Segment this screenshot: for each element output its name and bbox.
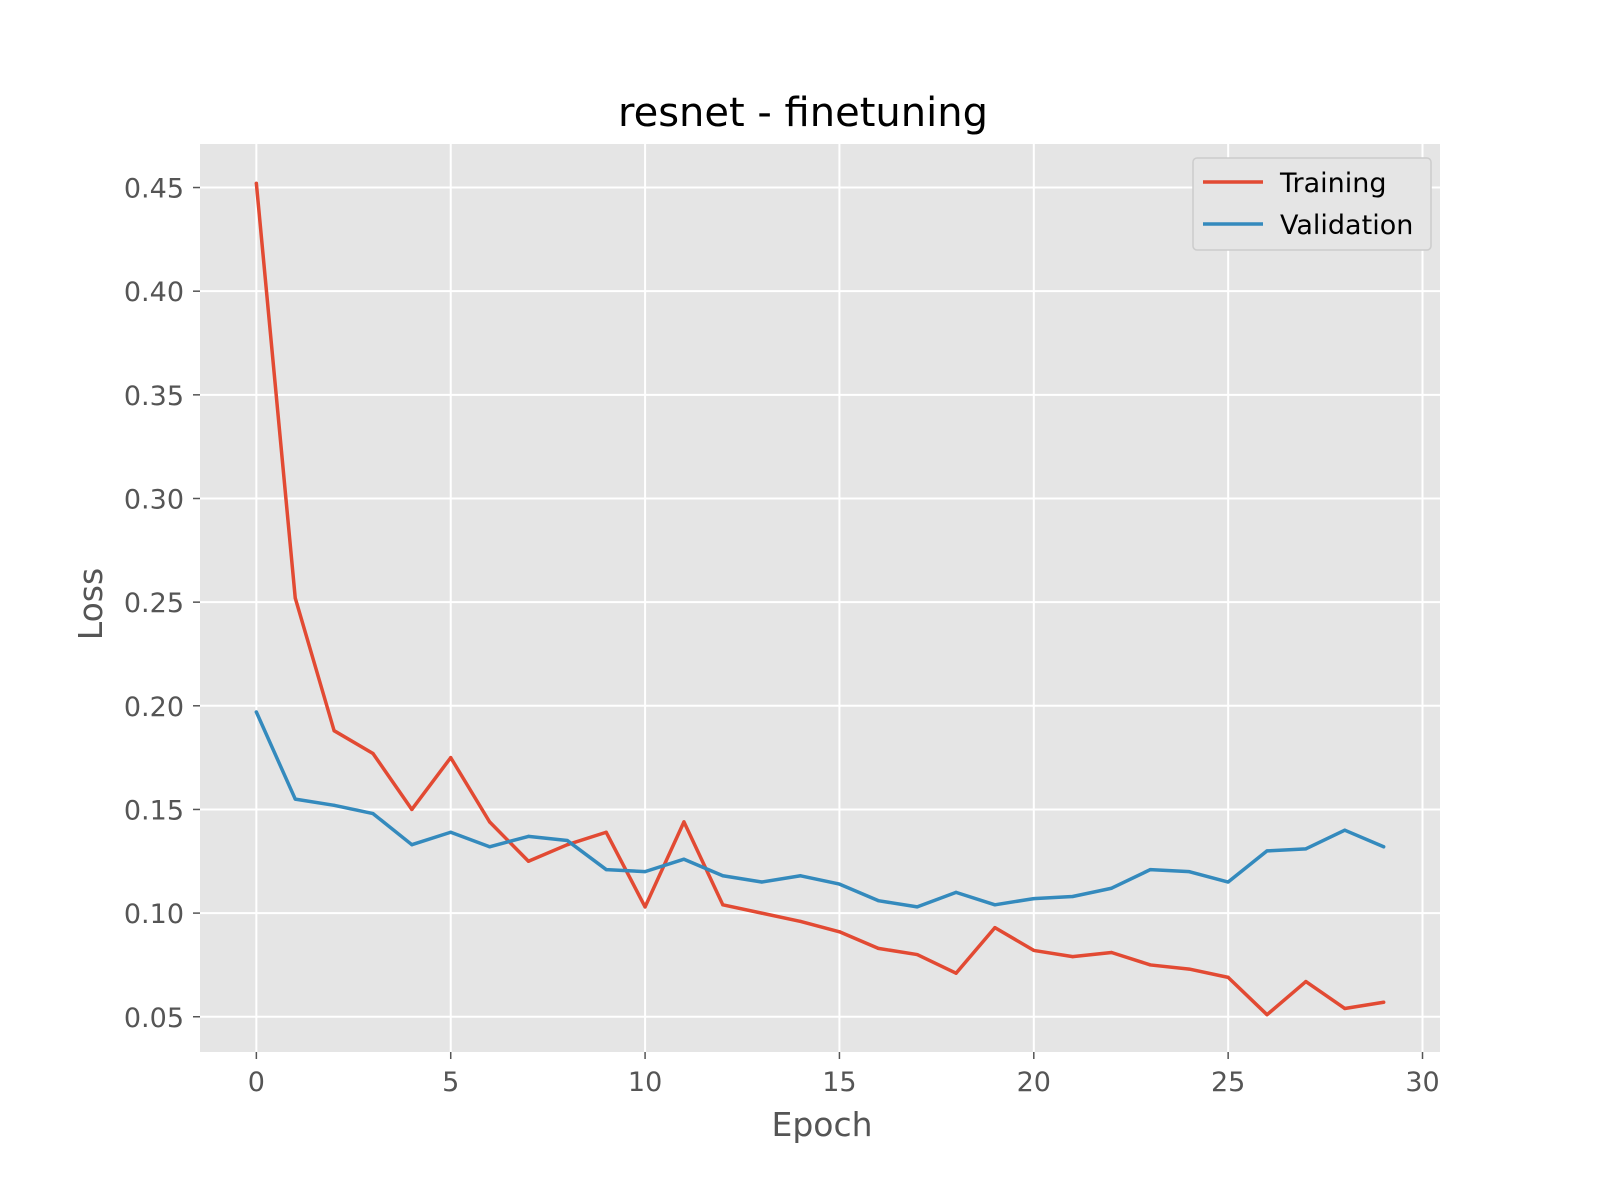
x-tick-label: 5 xyxy=(442,1067,459,1098)
x-tick-label: 10 xyxy=(628,1067,662,1098)
data-point-validation xyxy=(449,830,453,834)
grid-lines xyxy=(200,144,1440,1052)
data-point-training xyxy=(1343,1006,1347,1011)
data-point-validation xyxy=(410,843,414,847)
data-point-training xyxy=(487,820,492,824)
data-point-training xyxy=(1148,963,1153,967)
data-point-validation xyxy=(760,880,764,884)
data-point-training xyxy=(993,926,997,930)
data-point-training xyxy=(371,751,375,756)
data-point-validation xyxy=(682,857,686,861)
data-point-training xyxy=(837,930,842,934)
data-point-training xyxy=(954,971,958,975)
data-point-validation xyxy=(1343,828,1347,832)
data-point-validation xyxy=(604,867,608,872)
data-point-training xyxy=(1109,950,1114,955)
data-point-validation xyxy=(293,797,297,801)
data-point-training xyxy=(526,859,531,863)
data-point-validation xyxy=(1032,896,1036,901)
data-point-validation xyxy=(1148,867,1153,872)
data-point-training xyxy=(876,946,880,950)
series-points xyxy=(254,181,1386,1017)
data-point-training xyxy=(293,596,297,600)
y-tick-label: 0.45 xyxy=(124,174,184,205)
data-point-validation xyxy=(1187,870,1191,874)
y-tick-label: 0.30 xyxy=(124,484,184,515)
data-point-validation xyxy=(254,710,258,714)
x-tick-label: 30 xyxy=(1405,1067,1439,1098)
chart-title: resnet - finetuning xyxy=(618,90,988,136)
y-tick-label: 0.20 xyxy=(124,692,184,723)
data-point-validation xyxy=(565,838,569,843)
legend-label-validation: Validation xyxy=(1280,210,1413,241)
data-point-validation xyxy=(332,803,336,807)
data-point-training xyxy=(1187,967,1191,971)
y-tick-label: 0.40 xyxy=(124,277,184,308)
data-point-training xyxy=(915,952,919,957)
data-point-training xyxy=(760,911,764,915)
legend: Training Validation xyxy=(1192,157,1432,251)
data-point-validation xyxy=(915,905,919,909)
legend-label-training: Training xyxy=(1279,168,1387,199)
data-point-validation xyxy=(1304,847,1308,851)
data-point-training xyxy=(1226,975,1230,979)
x-tick-label: 15 xyxy=(822,1067,856,1098)
y-tick-label: 0.05 xyxy=(124,1003,184,1034)
data-point-validation xyxy=(1265,849,1269,853)
y-tick-label: 0.35 xyxy=(124,381,184,412)
data-point-validation xyxy=(1226,880,1230,884)
data-point-training xyxy=(254,181,258,185)
x-axis-label: Epoch xyxy=(771,1105,872,1144)
x-tick-label: 0 xyxy=(248,1067,265,1098)
data-point-training xyxy=(1071,955,1075,959)
data-point-validation xyxy=(993,903,997,907)
y-tick-label: 0.25 xyxy=(124,588,184,619)
data-point-validation xyxy=(1109,886,1114,890)
data-point-validation xyxy=(954,890,958,894)
data-point-validation xyxy=(837,882,842,886)
data-point-training xyxy=(1265,1013,1269,1017)
x-tick-label: 20 xyxy=(1017,1067,1051,1098)
data-point-training xyxy=(682,820,686,824)
data-point-training xyxy=(410,807,414,812)
series-line-training xyxy=(254,181,1386,1017)
series-line-validation xyxy=(254,710,1386,909)
data-point-validation xyxy=(798,874,803,878)
data-point-validation xyxy=(526,834,531,839)
y-axis-label: Loss xyxy=(71,568,110,640)
data-point-validation xyxy=(1071,894,1075,899)
data-point-training xyxy=(565,843,569,847)
series-lines xyxy=(254,181,1386,1017)
plot-background xyxy=(200,144,1440,1052)
y-tick-label: 0.10 xyxy=(124,899,184,930)
data-point-training xyxy=(449,756,453,760)
data-point-validation xyxy=(876,899,880,903)
data-point-validation xyxy=(487,845,492,849)
data-point-validation xyxy=(1382,845,1386,849)
data-point-training xyxy=(1382,1000,1386,1004)
y-tick-label: 0.15 xyxy=(124,795,184,826)
data-point-validation xyxy=(721,874,725,878)
data-point-training xyxy=(798,919,803,923)
data-point-training xyxy=(1304,979,1308,984)
data-point-validation xyxy=(371,811,375,816)
data-point-training xyxy=(1032,948,1036,953)
data-point-training xyxy=(643,905,647,909)
data-point-validation xyxy=(643,870,647,874)
x-tick-label: 25 xyxy=(1211,1067,1245,1098)
data-point-training xyxy=(332,729,336,733)
axis-ticks: 0 5 10 15 20 25 30 0.05 0.10 0.15 0.20 0.25 0.30 0.35… xyxy=(124,174,1440,1098)
data-point-training xyxy=(604,830,608,834)
data-point-training xyxy=(721,903,725,907)
